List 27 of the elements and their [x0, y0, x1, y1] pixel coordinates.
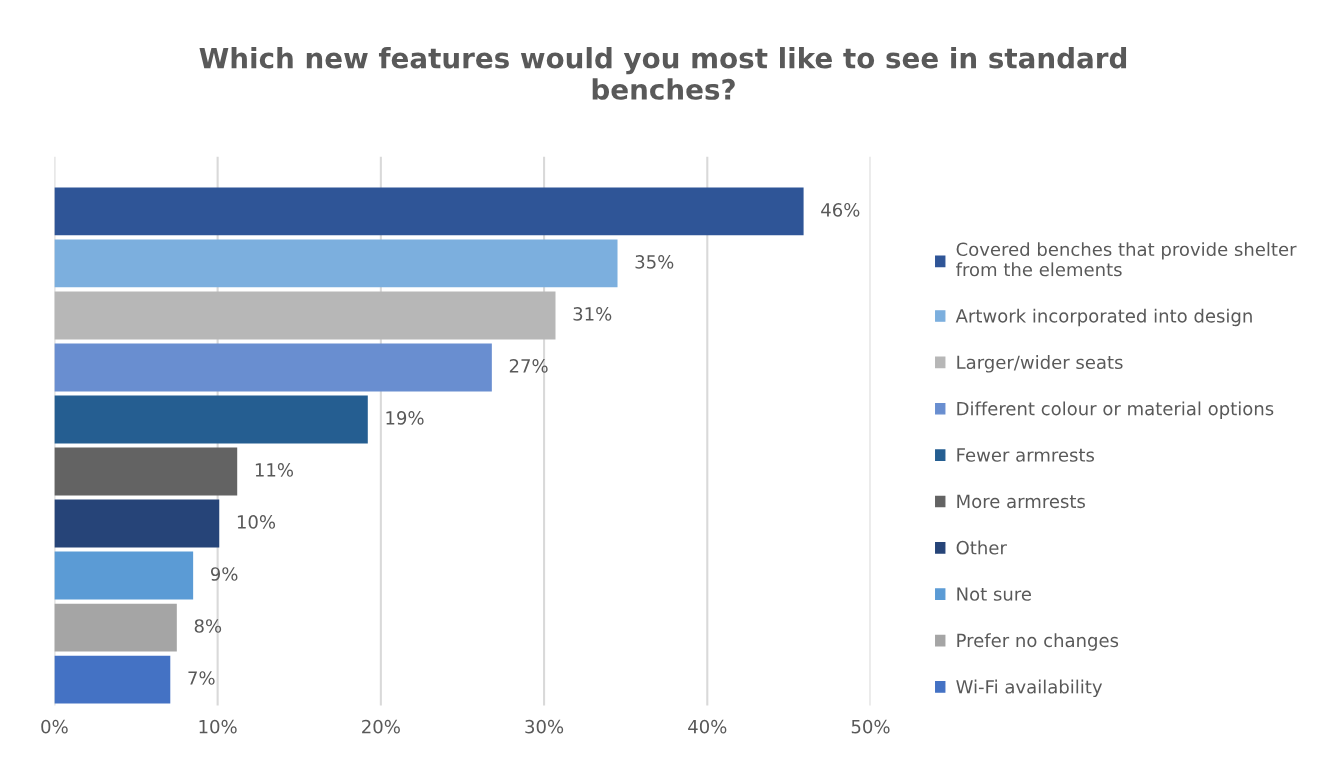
data-label: 10% [237, 515, 276, 529]
data-label: 27% [509, 359, 548, 373]
legend-label: Larger/wider seats [957, 355, 1123, 373]
legend-label: Different colour or material options [957, 401, 1274, 419]
x-tick-label: 50% [851, 719, 890, 734]
legend-label: Artwork incorporated into design [955, 308, 1252, 327]
data-label: 11% [255, 463, 294, 477]
legend-label: Fewer armrests [957, 448, 1095, 462]
x-tick-label: 30% [525, 719, 564, 734]
legend-label: Not sure [957, 587, 1031, 601]
x-tick-label: 20% [362, 719, 400, 734]
data-label: 8% [194, 619, 222, 633]
legend-label: Other [956, 540, 1007, 555]
legend-label: More armrests [957, 494, 1085, 509]
data-label: 31% [573, 307, 612, 321]
legend-label: Covered benches that provide shelter from the elements [956, 242, 1297, 277]
data-label: 46% [821, 203, 860, 217]
data-label: 19% [386, 411, 424, 425]
legend-label: Prefer no changes [957, 633, 1119, 651]
legend-label: Wi-Fi availability [956, 679, 1103, 698]
data-label: 7% [188, 671, 215, 685]
x-tick-label: 0% [41, 719, 68, 734]
chart-title: Which new features would you most like to see in standard benches? [199, 47, 1127, 100]
data-label: 9% [210, 567, 238, 581]
x-tick-label: 40% [688, 719, 727, 734]
x-tick-label: 10% [199, 719, 237, 734]
data-label: 35% [635, 255, 674, 269]
